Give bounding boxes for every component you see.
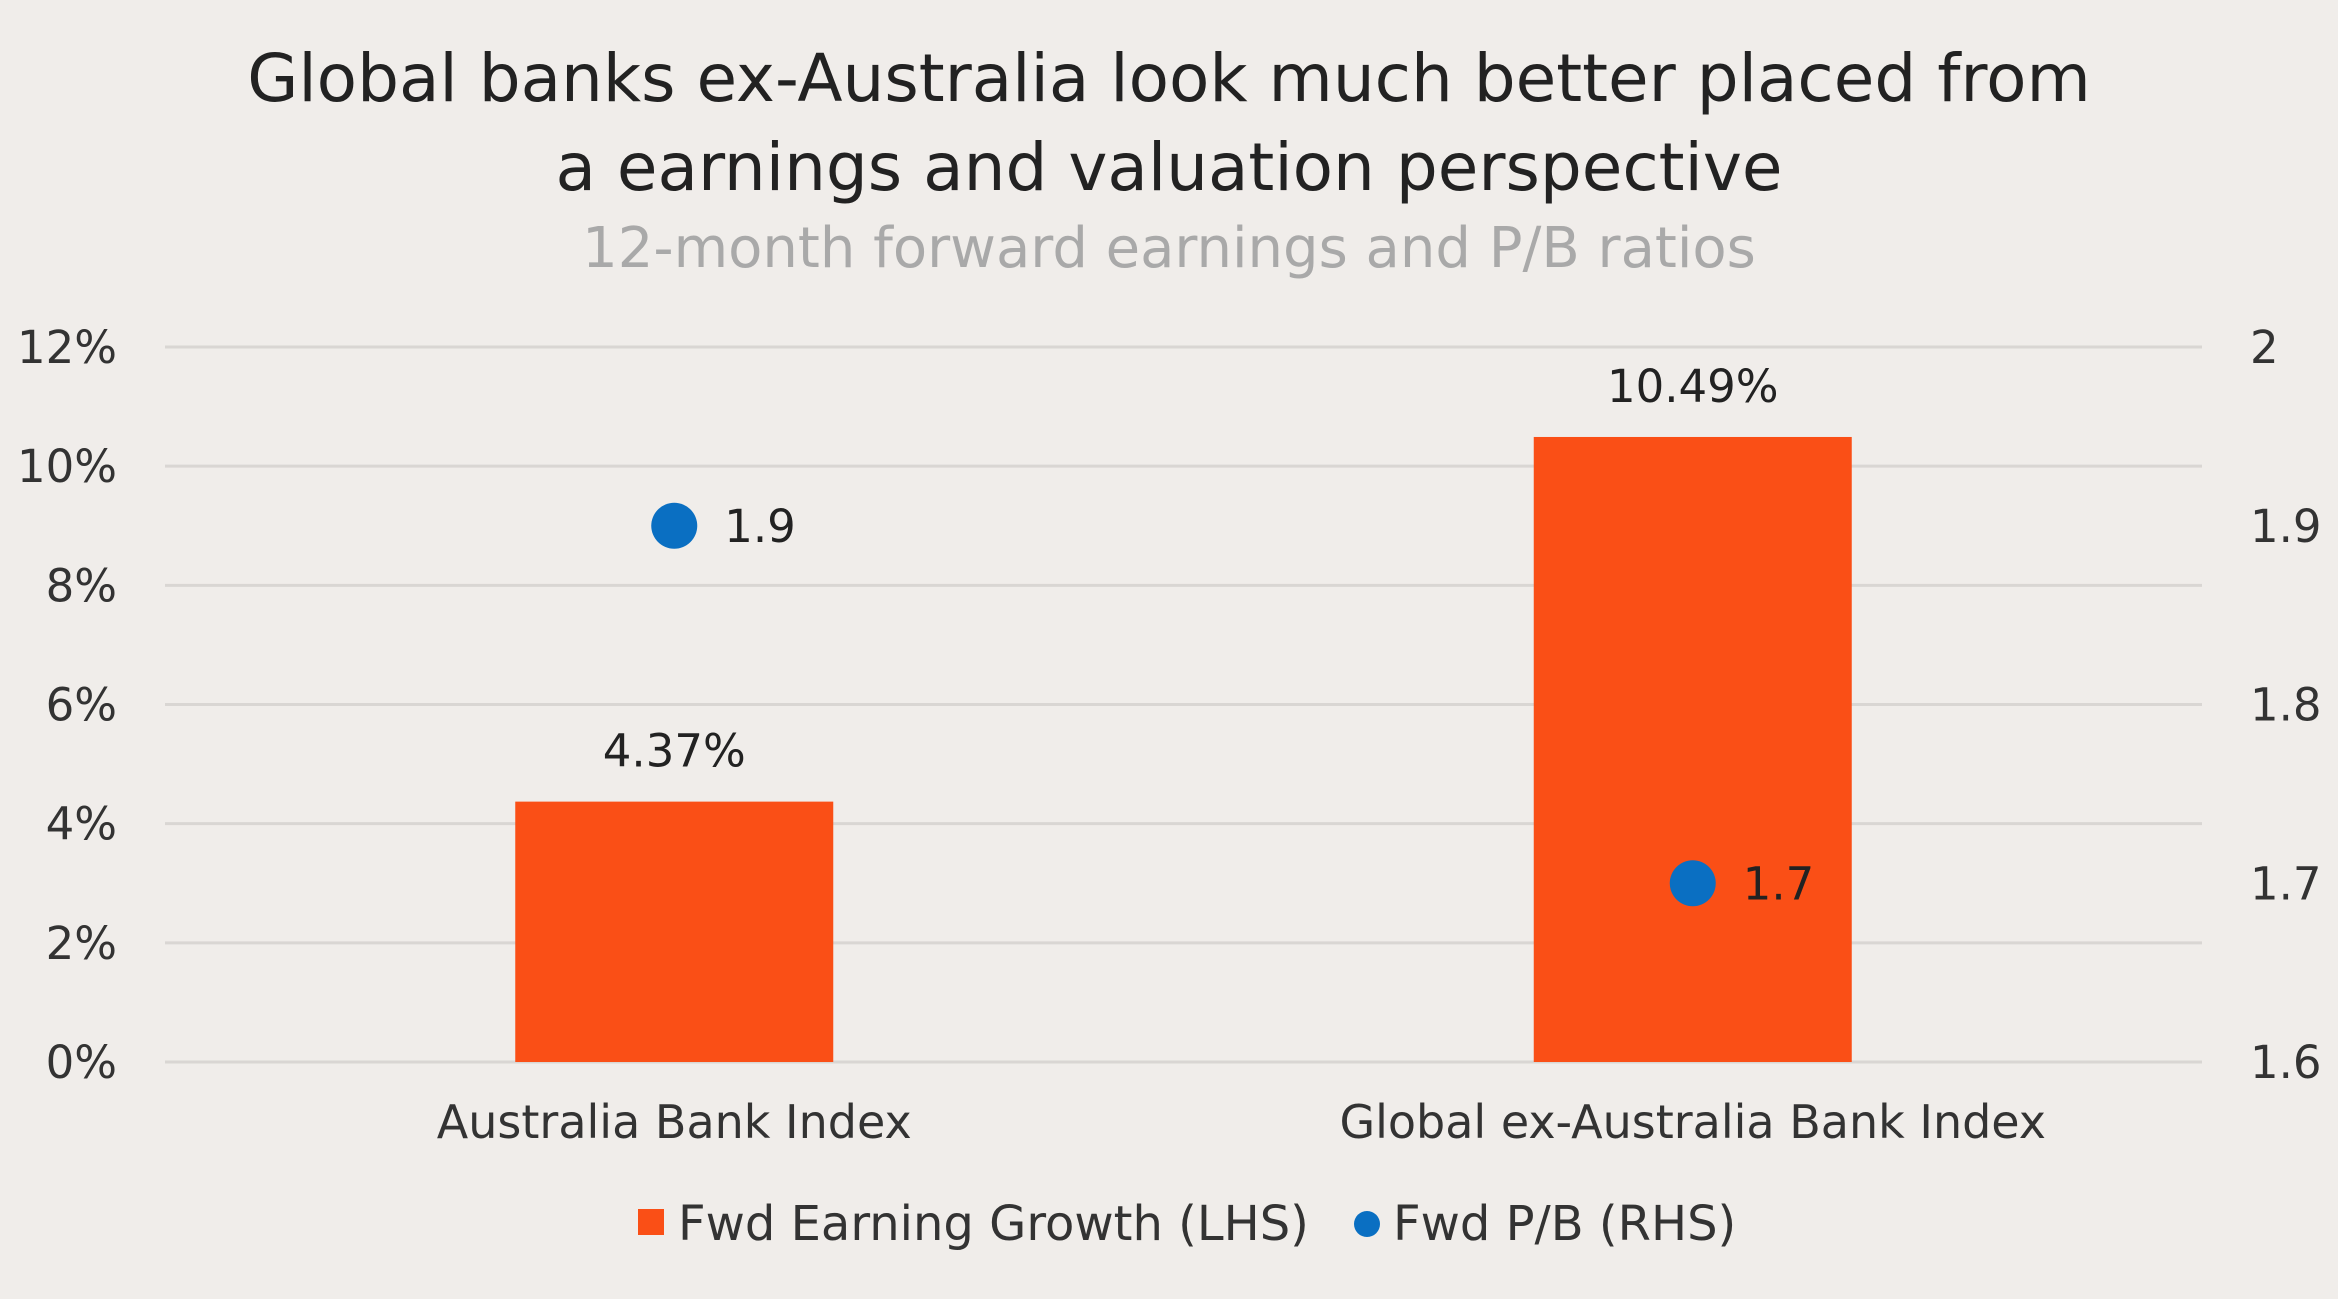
point <box>1669 860 1716 907</box>
legend-swatch-point <box>1354 1211 1380 1237</box>
bar-data-label: 4.37% <box>603 725 746 778</box>
right-tick-label: 1.9 <box>2250 500 2322 553</box>
chart-subtitle: 12-month forward earnings and P/B ratios <box>582 216 1756 281</box>
legend: Fwd Earning Growth (LHS) Fwd P/B (RHS) <box>638 1196 1736 1252</box>
chart-title-line-1: Global banks ex-Australia look much bett… <box>247 40 2091 117</box>
point-series: 1.9 1.7 <box>651 500 1815 910</box>
left-tick-label: 4% <box>46 798 117 851</box>
legend-swatch-bar <box>638 1209 664 1235</box>
category-label: Global ex-Australia Bank Index <box>1339 1095 2046 1149</box>
point <box>651 502 698 549</box>
category-labels: Australia Bank Index Global ex-Australia … <box>437 1095 2046 1149</box>
right-axis-ticks: 1.6 1.7 1.8 1.9 2 <box>2250 321 2322 1089</box>
legend-label-point: Fwd P/B (RHS) <box>1393 1196 1736 1252</box>
left-tick-label: 10% <box>17 440 117 493</box>
right-tick-label: 1.8 <box>2250 679 2322 732</box>
category-label: Australia Bank Index <box>437 1095 912 1149</box>
left-tick-label: 8% <box>46 559 117 612</box>
gridlines <box>165 345 2202 1064</box>
left-axis-ticks: 0% 2% 4% 6% 8% 10% 12% <box>17 321 117 1089</box>
right-tick-label: 1.7 <box>2250 857 2322 910</box>
bar-data-label: 10.49% <box>1607 360 1779 413</box>
left-tick-label: 2% <box>46 917 117 970</box>
bar <box>1533 436 1852 1062</box>
bar <box>515 801 834 1062</box>
right-tick-label: 2 <box>2250 321 2279 374</box>
bar-series: 4.37% 10.49% <box>515 360 1852 1062</box>
right-tick-label: 1.6 <box>2250 1036 2322 1089</box>
left-tick-label: 0% <box>46 1036 117 1089</box>
left-tick-label: 6% <box>46 679 117 732</box>
left-tick-label: 12% <box>17 321 117 374</box>
chart-title-line-2: a earnings and valuation perspective <box>555 129 1782 206</box>
point-data-label: 1.9 <box>724 500 796 553</box>
legend-label-bar: Fwd Earning Growth (LHS) <box>678 1196 1309 1252</box>
point-data-label: 1.7 <box>1743 857 1815 910</box>
